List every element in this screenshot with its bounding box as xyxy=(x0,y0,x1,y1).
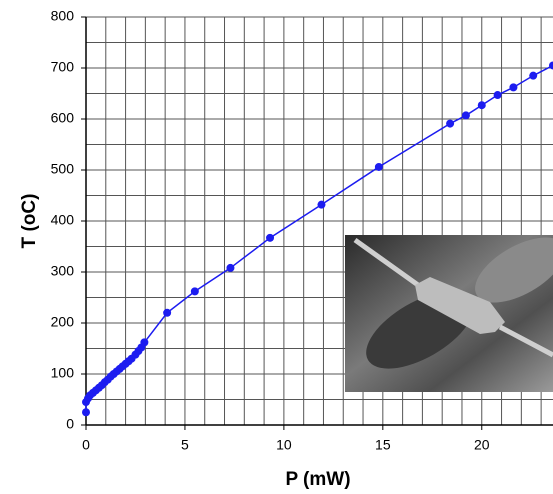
y-tick-label: 200 xyxy=(51,314,75,330)
point xyxy=(317,200,326,209)
x-tick-label: 20 xyxy=(474,437,490,453)
point xyxy=(529,71,538,80)
x-axis-title: P (mW) xyxy=(285,469,350,490)
plot-area xyxy=(82,61,553,417)
y-tick-label: 500 xyxy=(51,161,75,177)
y-tick-label: 600 xyxy=(51,110,75,126)
point xyxy=(477,101,486,110)
y-tick-label: 300 xyxy=(51,263,75,279)
point xyxy=(266,233,275,242)
y-tick-label: 400 xyxy=(51,212,75,228)
point xyxy=(140,338,149,347)
x-tick-label: 5 xyxy=(181,437,189,453)
y-tick-label: 0 xyxy=(66,416,74,432)
point xyxy=(374,162,383,171)
x-tick-label: 15 xyxy=(375,437,391,453)
x-tick-label: 10 xyxy=(276,437,292,453)
point xyxy=(509,83,518,92)
point xyxy=(549,61,553,70)
y-tick-label: 800 xyxy=(51,8,75,24)
y-tick-label: 700 xyxy=(51,59,75,75)
point xyxy=(82,408,90,417)
point xyxy=(461,111,470,120)
y-axis-title: T (oC) xyxy=(19,194,40,249)
point xyxy=(446,119,455,128)
y-tick-label: 100 xyxy=(51,365,75,381)
inset-image xyxy=(345,235,553,392)
point xyxy=(190,287,199,296)
point xyxy=(226,263,235,272)
x-tick-label: 0 xyxy=(82,437,90,453)
point xyxy=(493,91,502,100)
point xyxy=(163,308,172,317)
